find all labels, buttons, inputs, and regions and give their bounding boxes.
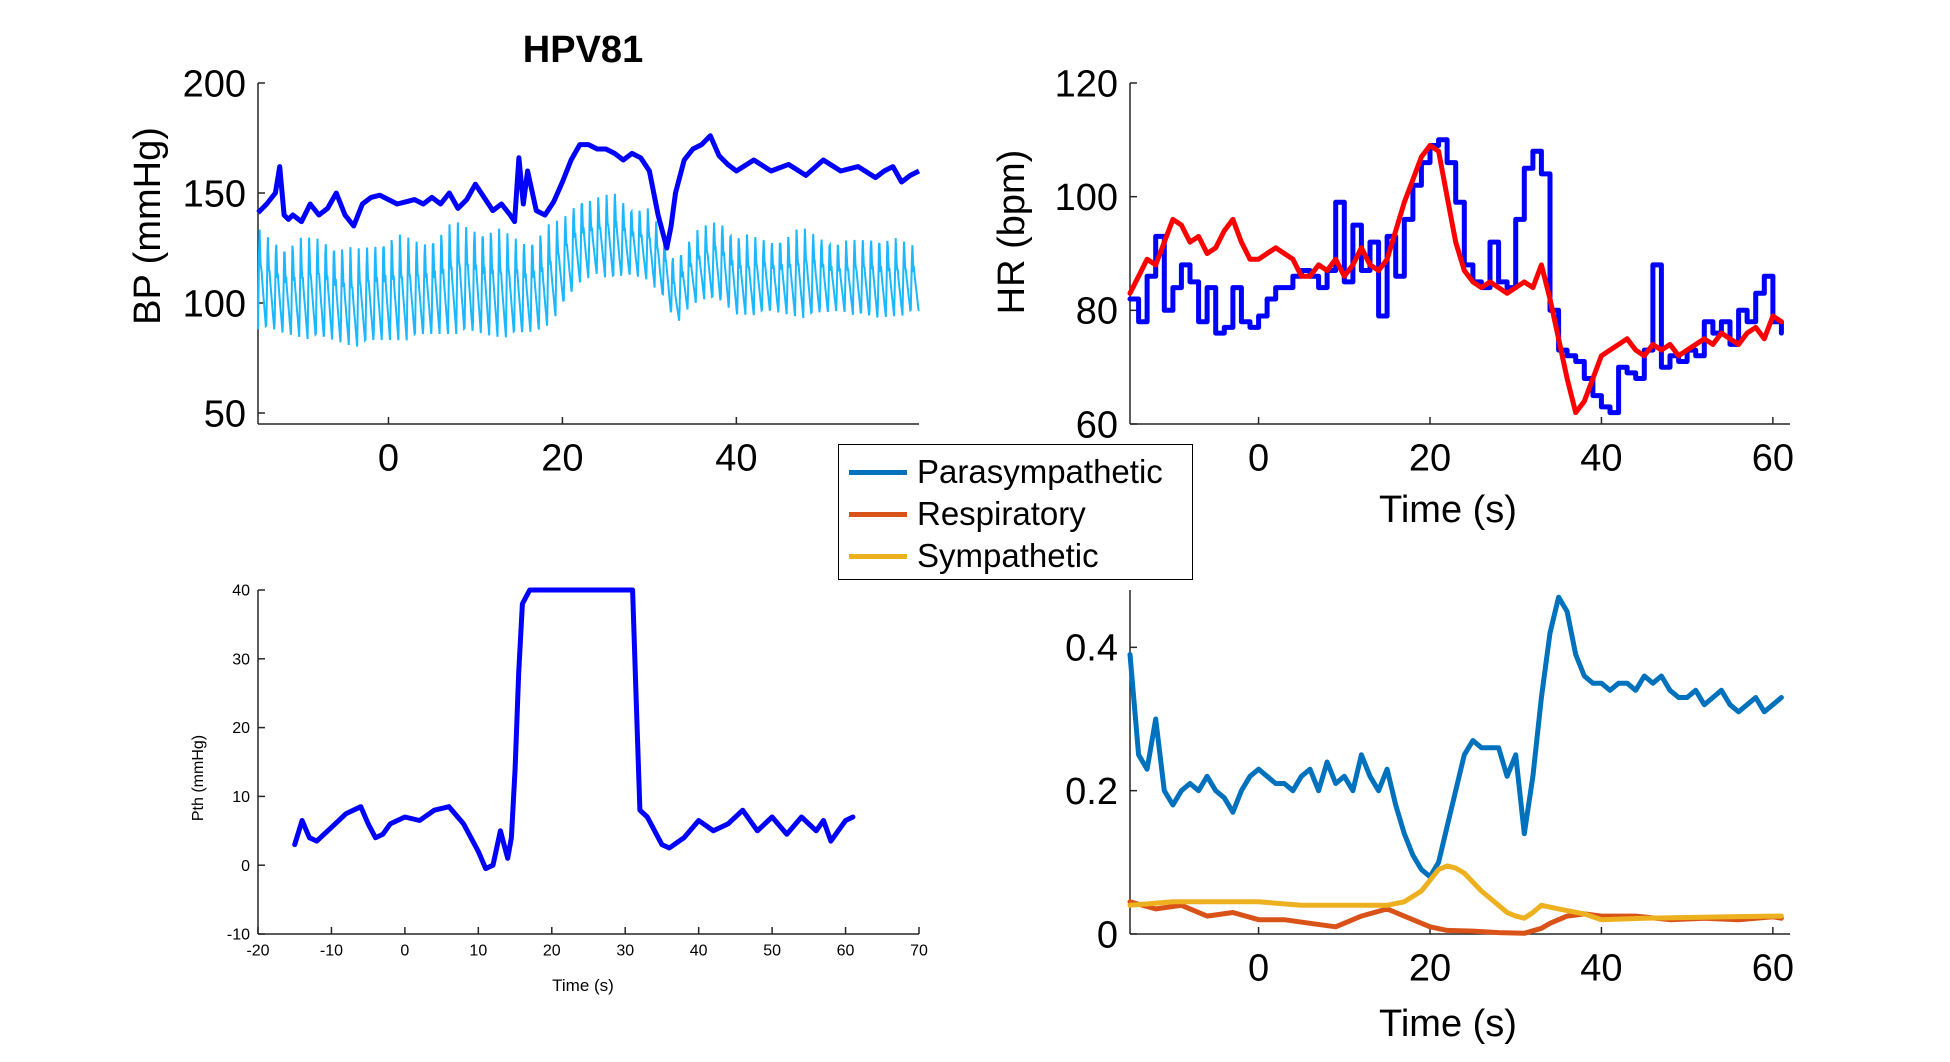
hr-x-tick-label: 20: [1409, 437, 1451, 479]
pth-x-tick-label: -20: [246, 943, 269, 960]
hr-x-tick-label: 0: [1248, 437, 1269, 479]
hr-y-tick-label: 120: [1055, 63, 1118, 105]
legend-label-sympathetic: Sympathetic: [917, 537, 1099, 574]
act-y-tick-label: 0.2: [1065, 771, 1118, 813]
bp-x-tick-label: 20: [541, 437, 583, 479]
pth-x-tick-label: -10: [320, 943, 343, 960]
hr-x-tick-label: 60: [1752, 437, 1794, 479]
bp-systolic-line: [256, 133, 921, 251]
bp-plot: HPV81 BP (mmHg) 50 100 150 200 0 20 40: [127, 29, 921, 479]
bp-x-tick-label: 40: [715, 437, 757, 479]
bp-y-tick-label: 50: [204, 393, 246, 435]
bp-y-axis-label: BP (mmHg): [127, 127, 169, 325]
legend-label-parasympathetic: Parasympathetic: [917, 453, 1163, 490]
legend: Parasympathetic Respiratory Sympathetic: [838, 444, 1193, 580]
legend-item-sympathetic: Sympathetic: [849, 535, 1099, 577]
legend-swatch-parasympathetic: [849, 469, 907, 475]
activity-x-axis-label: Time (s): [1379, 1003, 1517, 1045]
hr-y-tick-label: 100: [1055, 177, 1118, 219]
act-sympathetic-line: [1127, 863, 1784, 923]
bp-y-tick-label: 100: [183, 283, 246, 325]
act-y-tick-label: 0: [1097, 914, 1118, 956]
act-x-tick-label: 40: [1580, 947, 1622, 989]
pth-x-axis-label: Time (s): [552, 976, 614, 995]
act-y-tick-label: 0.4: [1065, 628, 1118, 670]
act-parasympathetic-line: [1127, 594, 1784, 880]
act-x-tick-label: 0: [1248, 947, 1269, 989]
hr-x-tick-label: 40: [1580, 437, 1622, 479]
bp-y-tick-label: 200: [183, 63, 246, 105]
pth-y-tick-label: 40: [232, 583, 250, 600]
hr-y-tick-label: 60: [1076, 404, 1118, 446]
bp-y-tick-label: 150: [183, 173, 246, 215]
act-x-tick-label: 60: [1752, 947, 1794, 989]
pth-x-tick-label: 10: [469, 943, 487, 960]
legend-swatch-respiratory: [849, 511, 907, 517]
bp-plot-title: HPV81: [523, 29, 643, 71]
pth-y-tick-label: 20: [232, 720, 250, 737]
activity-plot: Time (s) 0 0.2 0.4 0 20 40 60: [1065, 590, 1794, 1045]
pth-x-tick-label: 40: [690, 943, 708, 960]
hr-x-axis-label: Time (s): [1379, 489, 1517, 531]
hr-measured-line: [1127, 137, 1784, 416]
pth-y-tick-label: -10: [227, 927, 250, 944]
hr-plot: HR (bpm) Time (s) 60 80 100 120 0 20 40 60: [991, 63, 1794, 531]
pth-y-tick-label: 10: [232, 789, 250, 806]
legend-item-parasympathetic: Parasympathetic: [849, 451, 1163, 493]
bp-waveform-line: [257, 193, 920, 347]
pth-y-axis-label: Pth (mmHg): [190, 735, 207, 821]
legend-label-respiratory: Respiratory: [917, 495, 1086, 532]
pth-y-tick-label: 30: [232, 651, 250, 668]
act-x-tick-label: 20: [1409, 947, 1451, 989]
pth-pth-line: [292, 587, 856, 872]
pth-x-tick-label: 60: [837, 943, 855, 960]
hr-y-tick-label: 80: [1076, 291, 1118, 333]
legend-swatch-sympathetic: [849, 553, 907, 559]
pth-x-tick-label: 20: [543, 943, 561, 960]
pth-x-tick-label: 30: [616, 943, 634, 960]
pth-x-tick-label: 50: [763, 943, 781, 960]
bp-x-tick-label: 0: [378, 437, 399, 479]
hr-y-axis-label: HR (bpm): [991, 150, 1033, 315]
pth-y-tick-label: 0: [241, 858, 250, 875]
legend-item-respiratory: Respiratory: [849, 493, 1086, 535]
pth-x-tick-label: 70: [910, 943, 928, 960]
pth-x-tick-label: 0: [400, 943, 409, 960]
hr-model-line: [1127, 143, 1784, 416]
